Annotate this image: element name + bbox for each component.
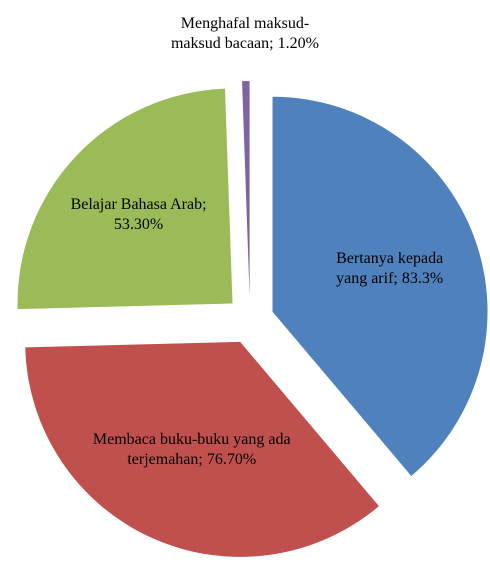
pie-slice bbox=[17, 88, 233, 310]
data-label: Membaca buku-buku yang ada terjemahan; 7… bbox=[92, 430, 291, 468]
pie-slice bbox=[242, 81, 250, 297]
pie-slice bbox=[272, 96, 488, 476]
data-label: Menghafal maksud-maksud bacaan; 1.20% bbox=[170, 14, 319, 52]
pie-slice bbox=[25, 341, 379, 557]
data-label: Belajar Bahasa Arab; 53.30% bbox=[70, 196, 207, 234]
data-label: Bertanya kepada yang arif; 83.3% bbox=[336, 249, 444, 287]
